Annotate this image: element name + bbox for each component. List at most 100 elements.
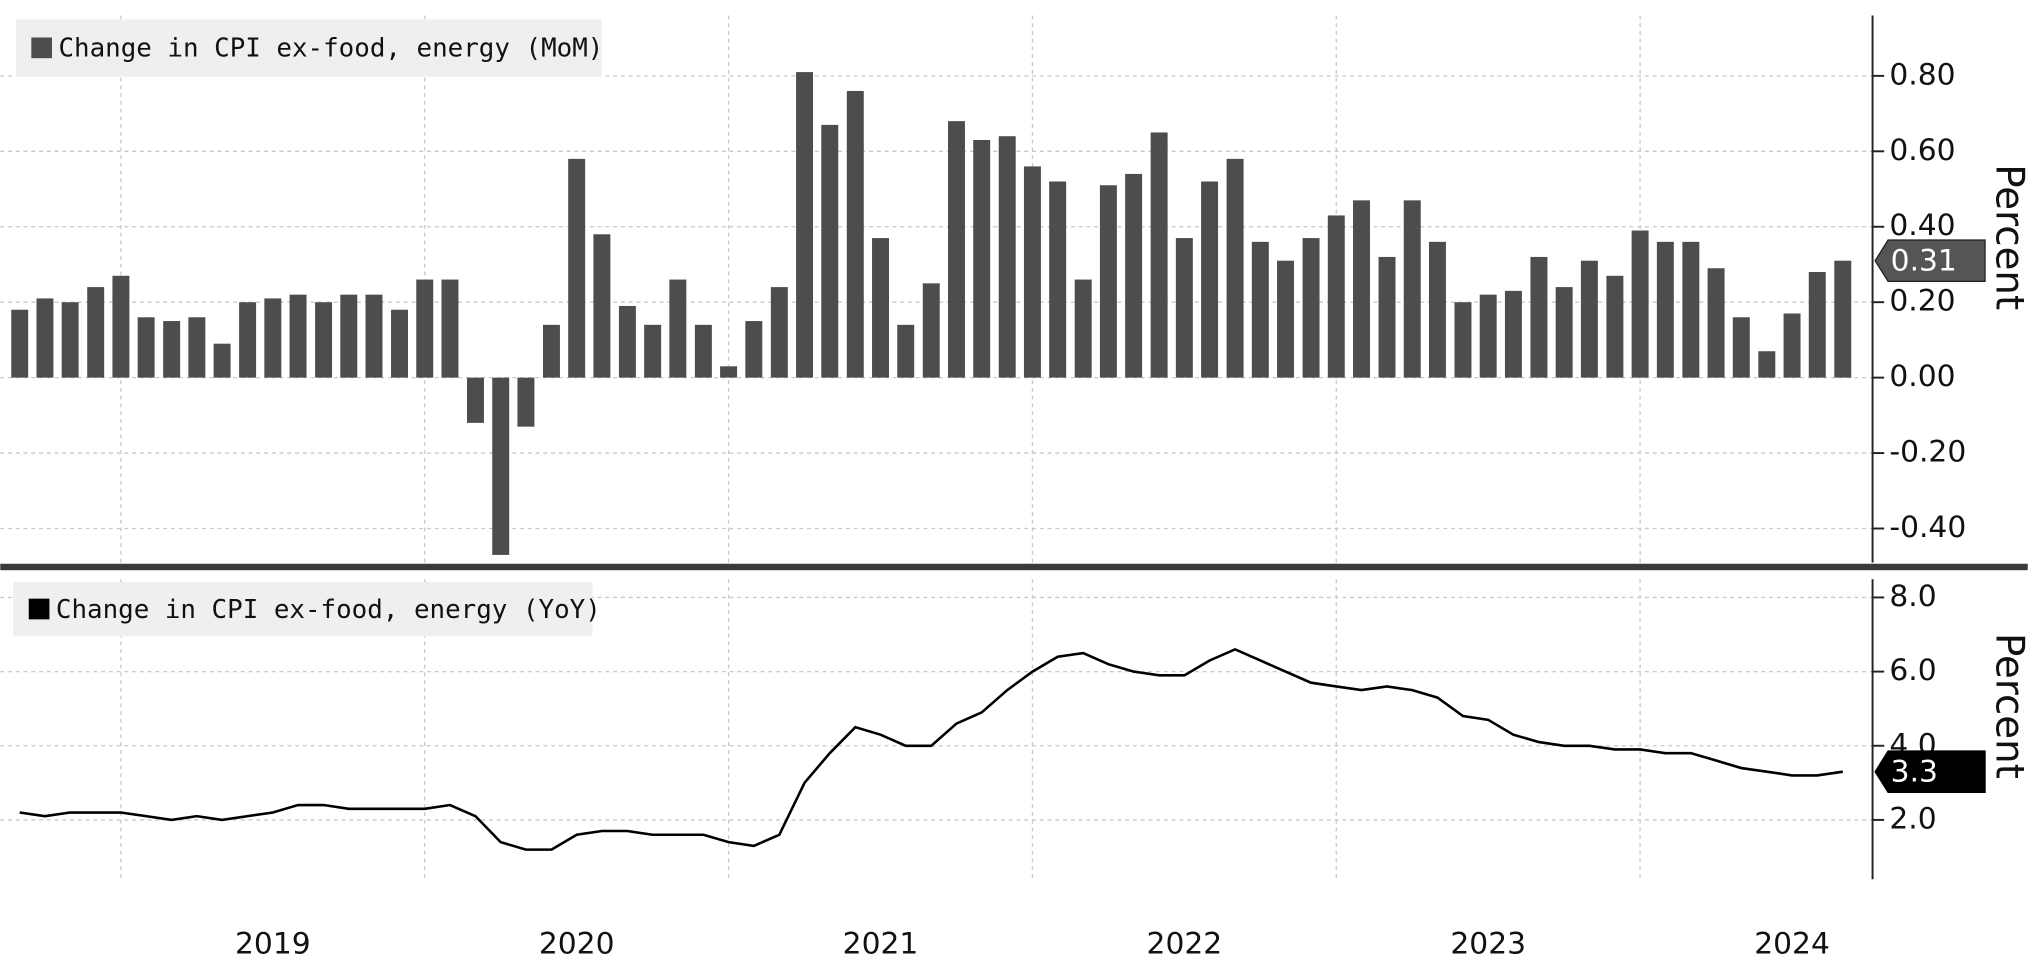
bar — [745, 321, 763, 378]
y-axis-label: Percent — [1987, 633, 2028, 779]
bar — [694, 324, 712, 378]
bar — [1251, 241, 1269, 378]
bar — [593, 234, 611, 378]
bar — [1125, 173, 1143, 378]
bar — [1353, 200, 1370, 378]
bar — [1783, 313, 1801, 378]
bar — [467, 377, 484, 423]
bar — [61, 302, 79, 378]
y-tick-label: 0.60 — [1889, 133, 1955, 168]
bar — [340, 294, 358, 378]
bar — [897, 324, 915, 378]
bar — [11, 309, 29, 378]
bar — [112, 275, 130, 378]
bar — [1707, 268, 1725, 378]
y-tick-label: -0.40 — [1889, 510, 1966, 545]
bar — [1150, 132, 1168, 378]
bar — [1327, 215, 1345, 378]
bar — [1201, 181, 1219, 378]
bar — [492, 377, 510, 555]
bar — [163, 321, 181, 378]
bar — [872, 238, 889, 378]
bar — [1682, 241, 1700, 378]
last-value-tag — [1874, 239, 1986, 283]
bar — [1479, 294, 1497, 378]
bar — [188, 317, 206, 378]
bar — [1606, 275, 1624, 378]
legend-label: Change in CPI ex-food, energy (MoM) — [58, 34, 603, 64]
bar — [770, 287, 788, 378]
bar — [1023, 166, 1041, 378]
legend-box — [13, 581, 593, 637]
bar — [1428, 241, 1446, 378]
bar — [618, 305, 636, 378]
y-tick-label: 0.00 — [1889, 359, 1955, 394]
bar — [1226, 158, 1244, 378]
bar — [517, 377, 535, 427]
bar — [720, 366, 738, 378]
bar — [365, 294, 383, 378]
bar — [1378, 256, 1396, 378]
bar — [264, 298, 282, 378]
bar — [1732, 317, 1750, 378]
bar — [922, 283, 940, 378]
x-tick-label: 2019 — [235, 927, 311, 962]
legend-label: Change in CPI ex-food, energy (YoY) — [56, 595, 601, 625]
bar — [213, 343, 231, 378]
bar — [1631, 230, 1649, 378]
bar — [289, 294, 307, 378]
bar — [441, 279, 459, 378]
bar — [998, 136, 1016, 378]
legend-box — [15, 19, 602, 77]
y-tick-label: 6.0 — [1889, 653, 1936, 688]
bar — [416, 279, 434, 378]
bar — [87, 287, 105, 378]
bar — [568, 158, 586, 378]
bar — [542, 324, 560, 378]
y-tick-label: 0.80 — [1889, 57, 1955, 92]
y-tick-label: 0.40 — [1889, 208, 1955, 243]
legend-swatch — [28, 598, 50, 620]
x-tick-label: 2024 — [1754, 927, 1830, 962]
y-tick-label: 8.0 — [1889, 579, 1936, 614]
last-value-tag — [1874, 750, 1986, 794]
bar — [1530, 256, 1548, 378]
bar — [1074, 279, 1092, 378]
bar — [1277, 260, 1295, 378]
bar — [1403, 200, 1421, 378]
bar — [947, 121, 965, 378]
bar — [36, 298, 54, 378]
x-tick-label: 2020 — [539, 927, 615, 962]
bar — [846, 90, 864, 378]
line — [19, 647, 1844, 851]
bar — [1302, 238, 1320, 378]
panel-separator — [0, 563, 2028, 571]
bar — [1049, 181, 1067, 378]
bar — [1656, 241, 1674, 378]
y-tick-label: 0.20 — [1889, 284, 1955, 319]
bar — [315, 302, 333, 378]
bar — [1175, 238, 1193, 378]
last-value-label: 3.3 — [1891, 755, 1938, 790]
x-tick-label: 2022 — [1147, 927, 1223, 962]
bar — [669, 279, 687, 378]
bar — [1099, 185, 1117, 378]
bar — [796, 72, 814, 378]
bar — [1758, 351, 1776, 378]
x-tick-label: 2023 — [1450, 927, 1526, 962]
bar — [1808, 272, 1826, 378]
bar — [1834, 260, 1852, 378]
bar — [1555, 287, 1573, 378]
bar — [821, 124, 839, 378]
bar — [137, 317, 155, 378]
legend-swatch — [31, 37, 52, 59]
y-tick-label: -0.20 — [1889, 435, 1966, 470]
bar — [644, 324, 662, 378]
bar — [1454, 302, 1472, 378]
bar — [239, 302, 257, 378]
bar — [391, 309, 409, 378]
bar — [1504, 290, 1522, 378]
y-axis-label: Percent — [1987, 164, 2028, 310]
y-tick-label: 2.0 — [1889, 801, 1936, 836]
